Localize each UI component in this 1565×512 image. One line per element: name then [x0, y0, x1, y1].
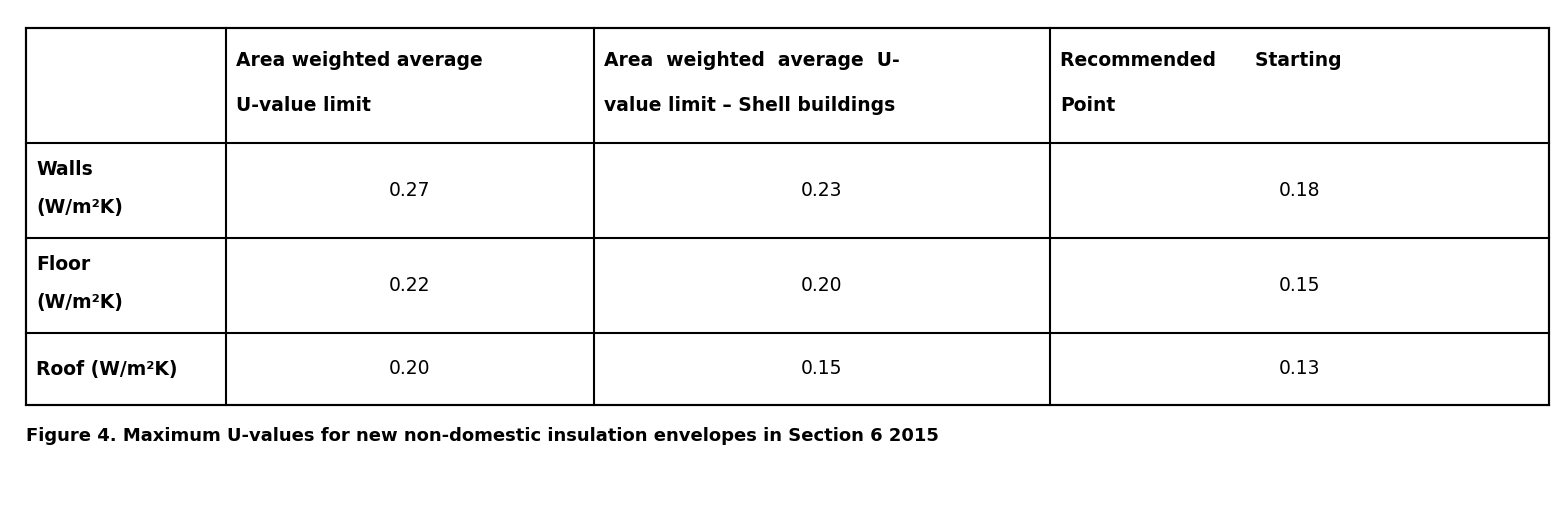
Text: Floor: Floor [36, 255, 91, 274]
Bar [27, 28, 1549, 405]
Text: 0.20: 0.20 [801, 276, 842, 295]
Text: 0.13: 0.13 [1279, 359, 1321, 378]
Text: (W/m²K): (W/m²K) [36, 293, 124, 312]
Text: Point: Point [1060, 96, 1116, 115]
Text: (W/m²K): (W/m²K) [36, 198, 124, 217]
Text: 0.15: 0.15 [801, 359, 842, 378]
Text: 0.18: 0.18 [1279, 181, 1321, 200]
Text: 0.23: 0.23 [801, 181, 842, 200]
Text: Figure 4. Maximum U-values for new non-domestic insulation envelopes in Section : Figure 4. Maximum U-values for new non-d… [27, 427, 939, 445]
Text: Area  weighted  average  U-: Area weighted average U- [604, 51, 900, 70]
Text: Area weighted average: Area weighted average [236, 51, 482, 70]
Text: Recommended      Starting: Recommended Starting [1060, 51, 1341, 70]
Text: 0.27: 0.27 [390, 181, 430, 200]
Text: value limit – Shell buildings: value limit – Shell buildings [604, 96, 895, 115]
Text: 0.20: 0.20 [390, 359, 430, 378]
Text: Walls: Walls [36, 160, 92, 179]
Text: U-value limit: U-value limit [236, 96, 371, 115]
Text: Roof (W/m²K): Roof (W/m²K) [36, 359, 177, 378]
Text: 0.15: 0.15 [1279, 276, 1321, 295]
Text: 0.22: 0.22 [390, 276, 430, 295]
